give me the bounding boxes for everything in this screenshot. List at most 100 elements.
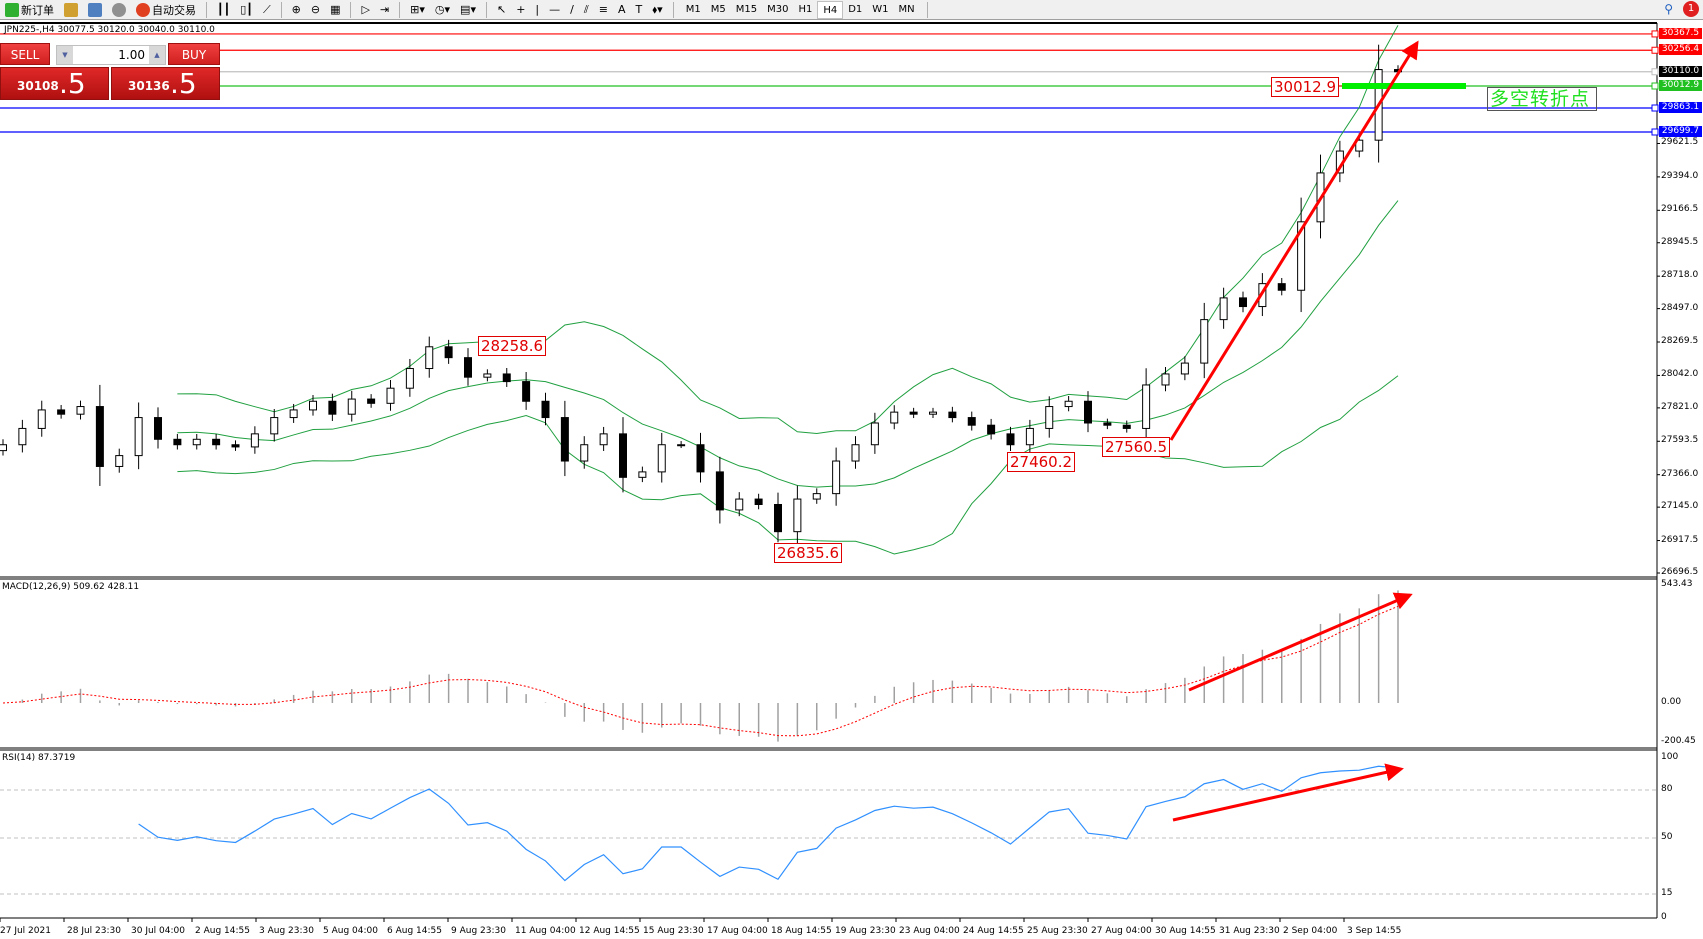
tile-windows-button[interactable]: ▦ — [330, 3, 341, 16]
cursor-tool[interactable]: ↖ — [496, 3, 507, 16]
price-axis-label: 27145.0 — [1661, 501, 1699, 512]
fibonacci-tool[interactable]: ≡ — [598, 3, 608, 16]
chart-canvas[interactable] — [0, 20, 1703, 939]
candle-body — [1122, 424, 1131, 429]
horizontal-line-tool[interactable]: — — [549, 3, 561, 16]
candle — [270, 409, 279, 442]
separator — [485, 1, 487, 18]
timeframe-h1[interactable]: H1 — [798, 3, 813, 15]
candle-body — [1045, 406, 1054, 429]
candle — [1200, 302, 1209, 379]
text-tool[interactable]: A — [617, 3, 626, 16]
candle — [522, 372, 531, 410]
price-axis-label: 29394.0 — [1661, 170, 1699, 181]
volume-field[interactable]: ▼ 1.00 ▲ — [56, 45, 166, 65]
notification-badge[interactable]: 1 — [1683, 1, 1699, 17]
candle — [657, 432, 666, 483]
pivot-zone-bar — [1342, 83, 1466, 89]
candle — [696, 432, 705, 483]
label-tool[interactable]: T — [635, 3, 643, 16]
candle-body — [134, 417, 143, 457]
timeframe-mn[interactable]: MN — [898, 3, 915, 15]
candle-body — [18, 427, 27, 446]
candle-body — [425, 346, 434, 370]
arrows-tool[interactable]: ⬧▾ — [652, 2, 663, 16]
price-axis-label: 29621.5 — [1661, 137, 1699, 148]
price-line-tag: 29699.7 — [1659, 126, 1702, 137]
timeframe-m30[interactable]: M30 — [767, 3, 789, 15]
time-axis-label: 3 Sep 14:55 — [1347, 926, 1402, 936]
timeframe-m15[interactable]: M15 — [735, 3, 758, 15]
buy-price[interactable]: 30136 .5 — [111, 67, 220, 100]
candle — [289, 403, 298, 423]
price-axis-label: 28718.0 — [1661, 270, 1699, 281]
bar-chart-button[interactable]: ┃┃ — [217, 3, 231, 16]
channel-tool[interactable]: ⫽ — [583, 2, 589, 16]
timeframe-h4[interactable]: H4 — [817, 0, 844, 19]
candle-body — [793, 498, 802, 533]
candle — [851, 436, 860, 469]
candle-body — [948, 411, 957, 419]
line-chart-button[interactable]: ⟋ — [262, 2, 271, 16]
candle — [76, 400, 85, 420]
candle-body — [696, 444, 705, 473]
volume-up-arrow[interactable]: ▲ — [149, 46, 165, 64]
volume-down-arrow[interactable]: ▼ — [57, 46, 73, 64]
time-axis-label: 28 Jul 23:30 — [67, 926, 121, 936]
auto-scroll-button[interactable]: ▷ — [361, 3, 370, 16]
candle-body — [1277, 283, 1286, 291]
signals-button[interactable] — [109, 1, 129, 19]
candle-body — [115, 455, 124, 467]
indicators-button[interactable]: ⊞▾ — [410, 3, 425, 16]
periods-button[interactable]: ◷▾ — [434, 3, 451, 16]
timeframe-w1[interactable]: W1 — [872, 3, 889, 15]
zoom-out-button[interactable]: ⊖ — [310, 3, 321, 16]
new-order-button[interactable]: 新订单 — [2, 1, 57, 19]
buy-button[interactable]: BUY — [168, 43, 220, 65]
candle-body — [37, 409, 46, 429]
candle-body — [1239, 297, 1247, 308]
candle-body — [1025, 427, 1034, 446]
sell-button[interactable]: SELL — [0, 43, 50, 65]
templates-button[interactable]: ▤▾ — [460, 3, 476, 16]
vertical-line-tool[interactable]: | — [535, 3, 540, 16]
candle — [173, 433, 182, 450]
timeframe-d1[interactable]: D1 — [848, 3, 863, 15]
candle — [425, 336, 434, 378]
crosshair-tool[interactable]: + — [516, 3, 526, 16]
volume-value[interactable]: 1.00 — [118, 48, 145, 62]
chart-shift-button[interactable]: ⇥ — [379, 3, 390, 16]
candle — [793, 485, 802, 544]
candle — [115, 448, 124, 473]
time-axis-label: 19 Aug 23:30 — [835, 926, 896, 936]
rsi-axis-label: 15 — [1661, 888, 1673, 898]
candle — [502, 367, 511, 387]
candle — [95, 384, 104, 486]
zoom-in-button[interactable]: ⊕ — [291, 3, 301, 16]
candle-body — [1180, 362, 1189, 375]
rsi-axis-label: 80 — [1661, 784, 1673, 794]
time-axis-label: 27 Aug 04:00 — [1091, 926, 1152, 936]
candle — [1103, 418, 1112, 430]
time-axis-label: 24 Aug 14:55 — [963, 926, 1024, 936]
candle-body — [774, 503, 782, 533]
metaeditor-button[interactable] — [61, 1, 81, 19]
signal-icon — [112, 2, 126, 17]
price-line-tag: 30012.9 — [1659, 80, 1702, 91]
sell-price[interactable]: 30108 .5 — [0, 67, 109, 100]
timeframe-m5[interactable]: M5 — [710, 3, 726, 15]
candle — [1180, 356, 1189, 381]
candle — [1045, 396, 1054, 438]
search-icon[interactable]: ⚲ — [1664, 2, 1673, 16]
candle — [774, 492, 782, 543]
candle-chart-button[interactable]: ▯┃ — [240, 3, 253, 16]
rsi-axis-label: 50 — [1661, 832, 1673, 842]
strategy-tester-button[interactable] — [85, 1, 105, 19]
candle — [948, 406, 957, 423]
timeframe-m1[interactable]: M1 — [685, 3, 701, 15]
auto-trading-button[interactable]: 自动交易 — [133, 1, 199, 19]
candle — [890, 405, 899, 430]
candle — [347, 390, 356, 422]
trendline-tool[interactable]: / — [570, 3, 574, 16]
rsi-line — [138, 765, 1399, 882]
